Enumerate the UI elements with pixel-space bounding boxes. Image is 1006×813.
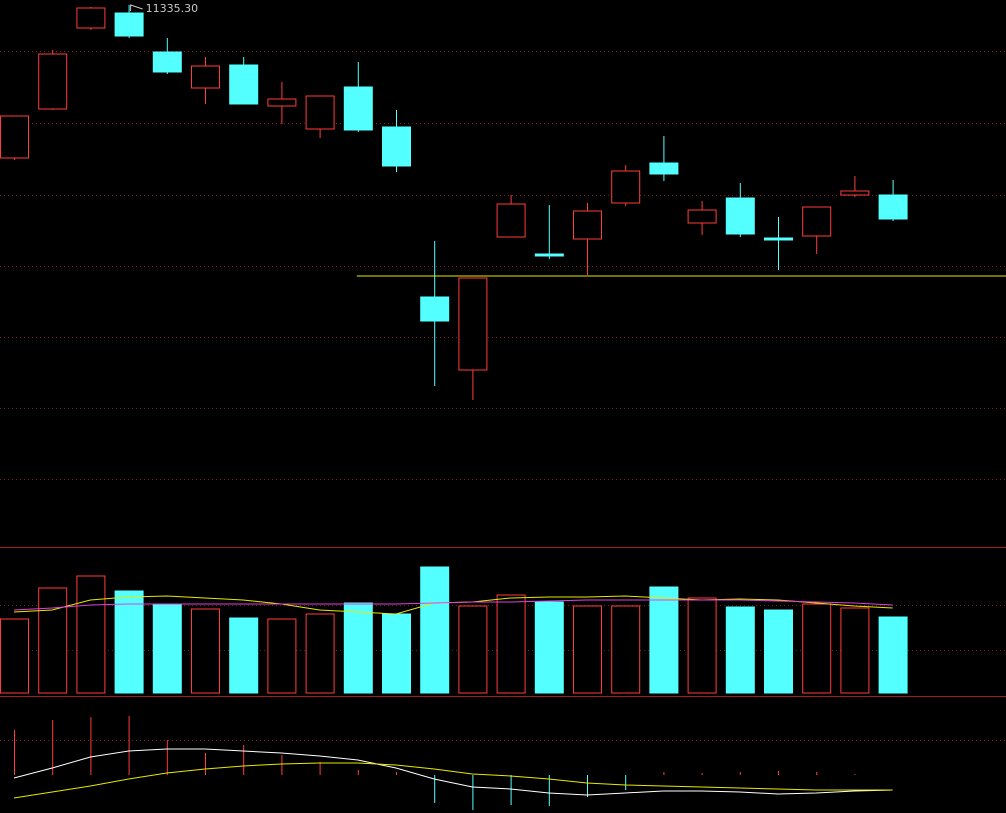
volume-bar — [343, 602, 373, 694]
volume-bar — [534, 601, 564, 694]
candle-body — [802, 206, 832, 237]
candle-body — [496, 203, 526, 238]
max-flag — [130, 4, 143, 11]
candle-body — [878, 194, 908, 220]
candle-body — [382, 126, 411, 167]
candle-body — [764, 237, 793, 241]
volume-bar — [152, 604, 182, 694]
candle-body — [573, 210, 602, 240]
volume-bar — [229, 617, 259, 694]
volume-bar — [0, 618, 29, 694]
candle-body — [114, 12, 144, 37]
volume-bar — [687, 597, 717, 694]
volume-bar — [382, 613, 411, 694]
macd-line — [13, 748, 893, 796]
candle-body — [38, 53, 68, 110]
candle-body — [305, 95, 335, 130]
volume-bar — [38, 587, 68, 694]
volume-bar — [649, 586, 679, 694]
candle-body — [0, 115, 29, 159]
volume-bar — [305, 613, 335, 694]
volume-bar — [573, 605, 602, 694]
volume-bar — [802, 603, 832, 694]
volume-bar — [76, 575, 106, 694]
candle-body — [458, 277, 488, 371]
candle-body — [152, 51, 182, 73]
candle-body — [343, 86, 373, 131]
candle-body — [840, 190, 870, 196]
candle-body — [229, 64, 259, 105]
max-price-label: 11335.30 — [146, 2, 199, 15]
volume-bar — [725, 606, 755, 694]
candle-body — [191, 65, 220, 89]
volume-bar — [420, 566, 450, 694]
volume-bar — [611, 605, 641, 694]
candle-body — [687, 209, 717, 224]
candle-body — [611, 170, 641, 204]
macd-line — [13, 762, 893, 799]
candle-body — [420, 296, 450, 322]
candle-body — [267, 98, 297, 107]
volume-bar — [878, 616, 908, 694]
volume-bar — [114, 590, 144, 694]
volume-bar — [840, 607, 870, 694]
volume-bar — [458, 605, 488, 694]
candle-body — [725, 197, 755, 235]
volume-bar — [496, 594, 526, 694]
volume-ma-line — [13, 599, 893, 611]
candle-body — [649, 162, 679, 175]
volume-bar — [764, 609, 793, 694]
candle-body — [76, 7, 106, 29]
volume-bar — [191, 608, 220, 694]
volume-bar — [267, 618, 297, 694]
candle-body — [534, 253, 564, 257]
